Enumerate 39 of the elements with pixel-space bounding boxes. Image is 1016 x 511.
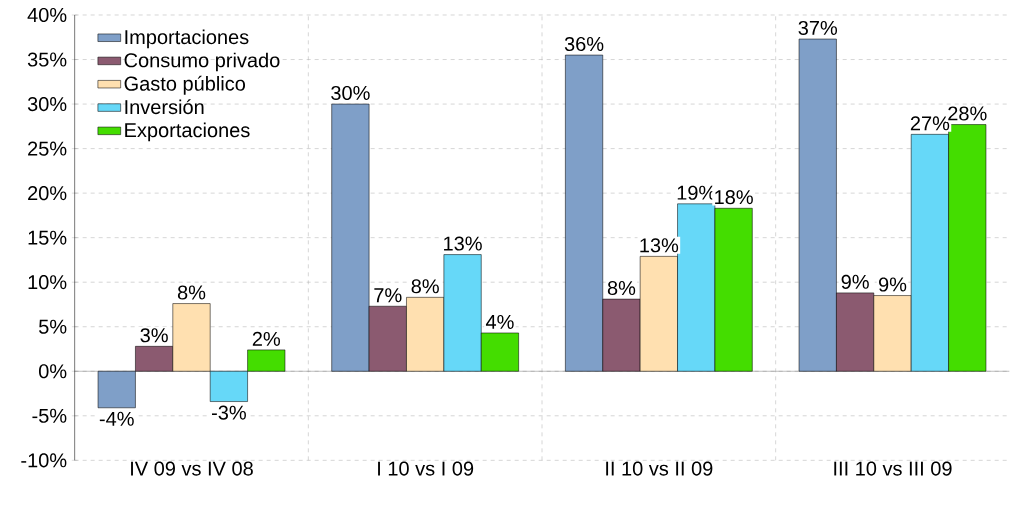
y-tick-label: 40% [27,7,67,23]
data-label: 30% [331,85,370,101]
y-tick-label: 5% [39,319,67,334]
data-label: 3% [140,328,168,343]
y-tick-label: 20% [28,186,67,201]
x-tick-label: IV 09 vs IV 08 [131,461,253,476]
data-label: 18% [715,190,753,205]
data-label: 8% [177,285,206,300]
data-label: 9% [841,274,869,289]
x-tick-label: II 10 vs II 09 [606,461,713,476]
data-label: 37% [798,20,838,36]
data-label: 28% [948,106,987,121]
data-label: 4% [485,314,514,329]
data-label: 36% [564,36,604,52]
y-tick-label: 25% [28,141,67,156]
y-tick-label: 35% [27,52,67,67]
data-label: 7% [374,288,402,303]
legend-label: Exportaciones [125,122,250,142]
data-label: 27% [910,116,950,131]
legend-label: Importaciones [125,29,249,49]
data-label: 8% [411,279,439,294]
x-tick-label: I 10 vs I 09 [378,461,474,476]
y-tick-label: -5% [32,408,67,423]
y-tick-label: 30% [27,96,67,112]
legend-label: Consumo privado [124,52,280,72]
data-label: 13% [444,236,482,251]
data-label: 9% [878,277,907,292]
y-tick-label: 10% [28,275,67,290]
y-tick-label: 0% [38,364,67,379]
y-tick-label: 15% [28,230,67,245]
data-label: 13% [640,238,679,253]
x-tick-label: III 10 vs III 09 [834,461,952,476]
data-label: -3% [211,405,246,420]
data-label: -4% [99,411,134,426]
legend-label: Gasto público [124,75,246,95]
data-label: 2% [252,331,281,346]
data-label: 8% [607,280,636,296]
y-tick-label: -10% [21,453,67,468]
legend-label: Inversión [125,99,204,115]
